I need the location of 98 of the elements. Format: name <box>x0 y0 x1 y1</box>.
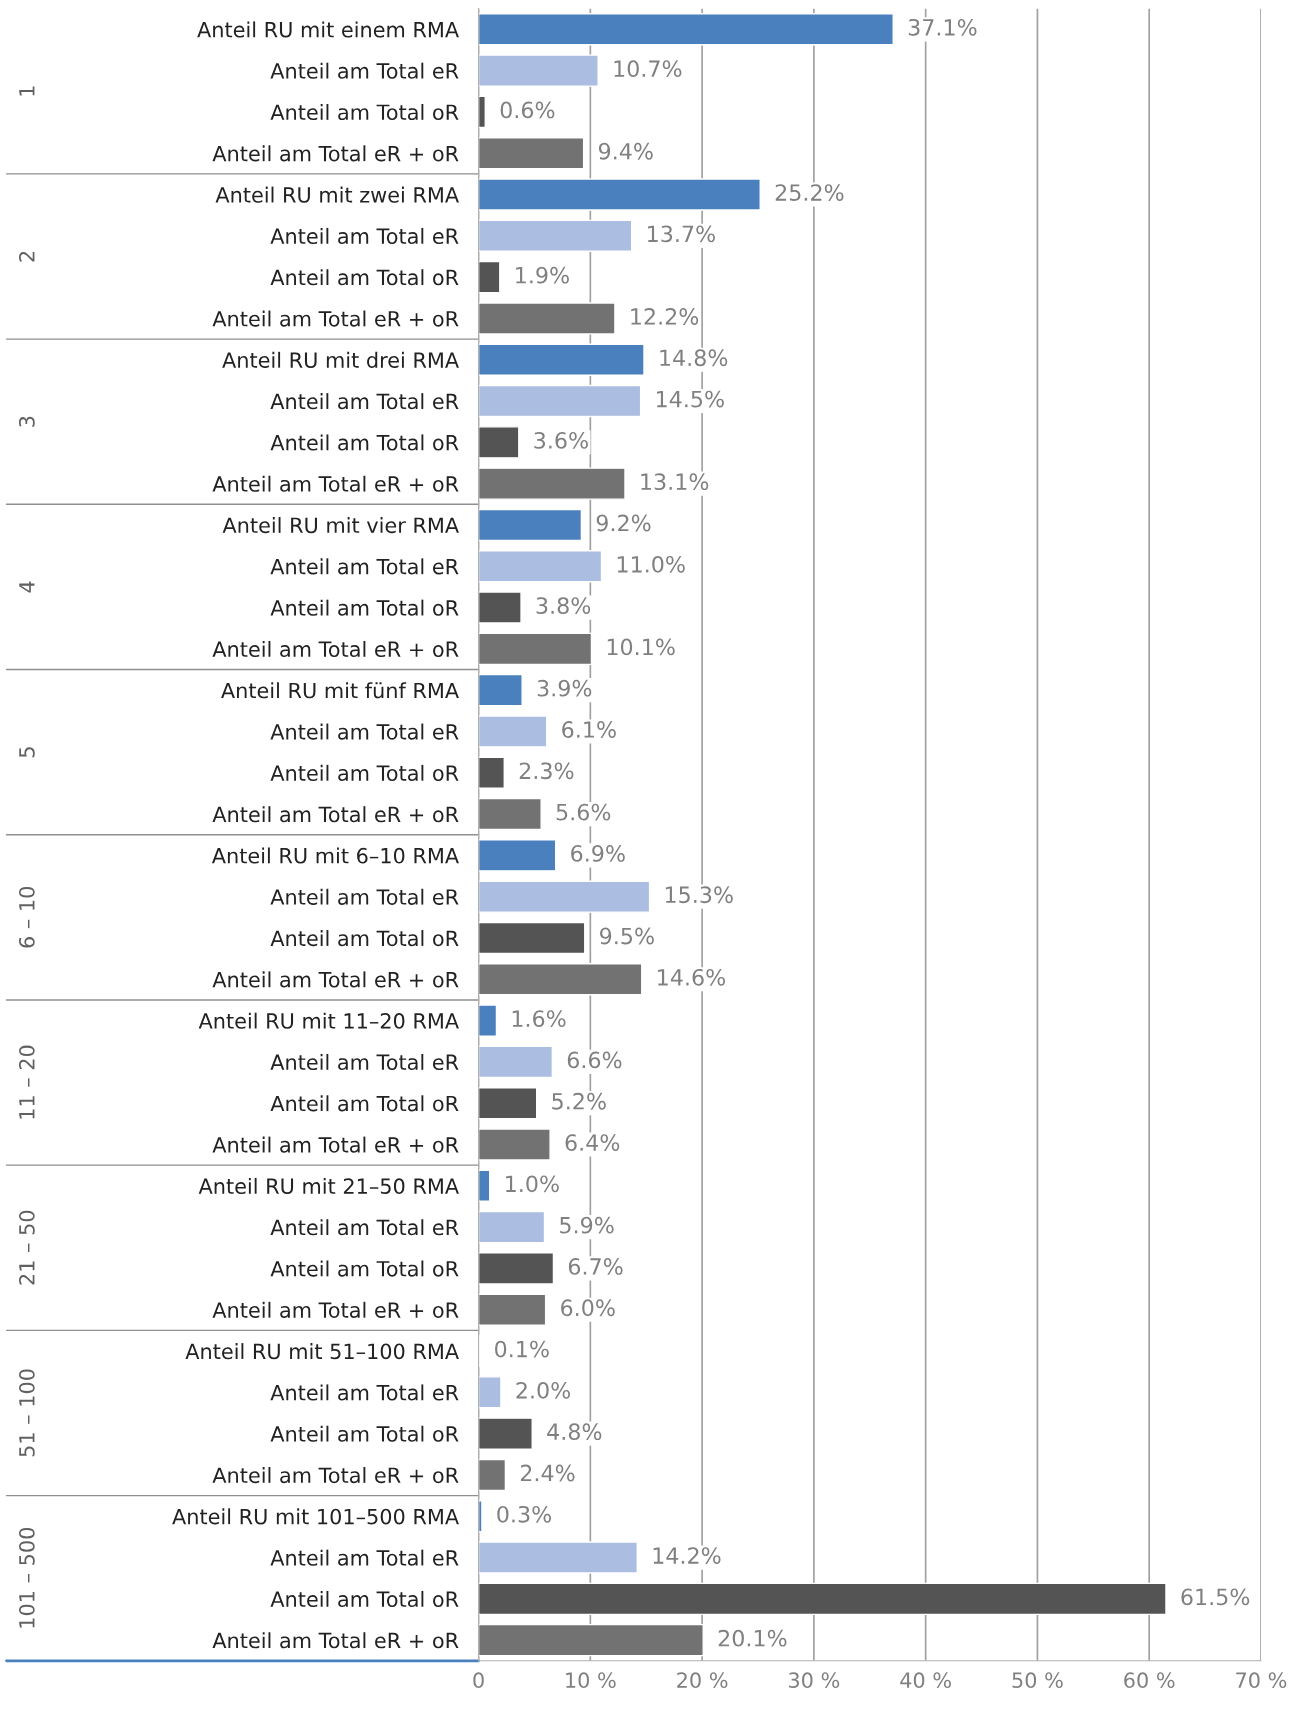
y-tick-label: Anteil am Total eR <box>270 558 459 575</box>
text: 21 – 50 <box>18 1210 35 1285</box>
text: 4 <box>19 581 35 593</box>
y-tick-label: Anteil am Total eR + oR <box>212 971 459 988</box>
y-tick-label: Anteil RU mit zwei RMA <box>215 186 459 203</box>
text: 1 <box>19 86 35 96</box>
data-label: 3.9% <box>537 679 592 697</box>
y-tick-label: Anteil am Total eR <box>270 1219 459 1236</box>
data-label: 13.1% <box>641 473 709 491</box>
data-label: 10.1% <box>607 638 675 656</box>
x-tick-label: 40 % <box>900 1672 951 1689</box>
data-label: 14.2% <box>653 1547 721 1564</box>
y-tick-label: Anteil am Total oR <box>270 1260 459 1277</box>
y-tick-label: Anteil RU mit 11–20 RMA <box>198 1012 459 1029</box>
data-label: 9.4% <box>598 142 653 160</box>
y-tick-label: Anteil am Total oR <box>270 1590 459 1608</box>
data-label: 3.6% <box>534 431 588 449</box>
data-label: 5.6% <box>556 803 611 821</box>
data-label: 15.3% <box>665 886 733 904</box>
text: 3 <box>18 416 35 427</box>
y-tick-label: Anteil am Total eR <box>270 1053 459 1071</box>
data-label: 37.1% <box>908 18 977 36</box>
y-tick-label: Anteil am Total eR <box>270 393 459 410</box>
y-tick-label: Anteil am Total eR <box>270 62 459 79</box>
data-label: 6.0% <box>561 1299 615 1317</box>
data-label: 25.2% <box>775 184 844 201</box>
data-label: 14.6% <box>658 968 726 986</box>
y-tick-label: Anteil RU mit vier RMA <box>222 517 459 534</box>
data-label: 14.5% <box>656 390 724 408</box>
y-tick-label: Anteil am Total oR <box>270 103 459 121</box>
y-tick-label: Anteil RU mit einem RMA <box>197 21 459 38</box>
y-tick-label: Anteil RU mit fünf RMA <box>221 682 459 699</box>
y-tick-label: Anteil am Total eR + oR <box>212 310 459 327</box>
data-label: 3.8% <box>536 597 591 614</box>
data-label: 9.2% <box>596 514 651 532</box>
y-tick-label: Anteil am Total oR <box>270 764 459 781</box>
x-tick-label: 10 % <box>566 1672 616 1689</box>
data-label: 13.7% <box>648 225 715 243</box>
text: 2 <box>18 251 35 262</box>
y-tick-label: Anteil am Total eR + oR <box>212 145 459 162</box>
y-tick-label: Anteil am Total eR + oR <box>212 640 459 658</box>
y-tick-label: Anteil am Total eR <box>270 227 459 245</box>
data-label: 10.7% <box>614 60 682 78</box>
y-tick-label: Anteil RU mit 51–100 RMA <box>185 1343 459 1360</box>
data-label: 1.6% <box>512 1010 566 1028</box>
data-label: 0.3% <box>497 1505 552 1523</box>
y-tick-label: Anteil am Total oR <box>270 1425 459 1442</box>
data-label: 6.1% <box>562 721 616 738</box>
data-label: 5.9% <box>560 1216 614 1234</box>
y-tick-label: Anteil am Total eR + oR <box>212 475 459 492</box>
text: 6 – 10 <box>18 887 35 948</box>
data-label: 0.1% <box>495 1340 549 1358</box>
x-tick-label: 0 <box>473 1672 484 1689</box>
data-label: 11.0% <box>617 555 685 573</box>
y-tick-label: Anteil am Total eR <box>270 888 459 905</box>
y-tick-label: Anteil am Total eR + oR <box>212 1136 459 1153</box>
data-label: 1.9% <box>516 266 569 284</box>
data-label: 2.3% <box>519 762 574 780</box>
data-label: 61.5% <box>1181 1588 1250 1606</box>
y-tick-label: Anteil am Total eR + oR <box>212 1301 459 1318</box>
y-tick-label: Anteil am Total eR <box>270 1384 459 1401</box>
text: 5 <box>19 747 35 758</box>
data-label: 6.6% <box>567 1051 622 1069</box>
y-tick-label: Anteil am Total oR <box>270 1095 459 1112</box>
y-tick-label: Anteil am Total oR <box>270 434 459 451</box>
data-label: 0.6% <box>500 101 555 119</box>
x-tick-label: 30 % <box>789 1672 840 1689</box>
y-tick-label: Anteil am Total eR + oR <box>212 1632 459 1649</box>
y-tick-label: Anteil am Total eR + oR <box>212 1467 459 1484</box>
data-label: 20.1% <box>718 1629 787 1647</box>
text: 101 – 500 <box>18 1527 35 1628</box>
y-tick-label: Anteil RU mit 6–10 RMA <box>211 847 459 864</box>
y-tick-label: Anteil RU mit drei RMA <box>222 351 459 368</box>
text: 51 – 100 <box>18 1369 35 1457</box>
data-label: 5.2% <box>552 1092 606 1110</box>
y-tick-label: Anteil RU mit 21–50 RMA <box>198 1177 459 1195</box>
y-tick-label: Anteil am Total oR <box>270 599 459 616</box>
y-tick-label: Anteil am Total eR <box>270 1549 459 1566</box>
data-label: 4.8% <box>547 1423 602 1441</box>
data-label: 14.8% <box>660 349 728 367</box>
y-tick-label: Anteil RU mit 101–500 RMA <box>172 1508 459 1525</box>
x-tick-label: 70 % <box>1236 1672 1287 1689</box>
x-tick-label: 60 % <box>1124 1672 1175 1689</box>
data-label: 6.4% <box>565 1134 620 1151</box>
data-label: 1.0% <box>506 1175 559 1193</box>
x-tick-label: 20 % <box>677 1672 728 1689</box>
data-label: 9.5% <box>600 927 654 945</box>
text: 11 – 20 <box>18 1045 35 1119</box>
data-label: 2.0% <box>516 1381 571 1399</box>
y-tick-label: Anteil am Total oR <box>270 269 459 286</box>
y-tick-label: Anteil am Total oR <box>270 930 459 947</box>
y-tick-label: Anteil am Total eR + oR <box>212 806 459 823</box>
x-tick-label: 50 % <box>1012 1672 1063 1689</box>
y-tick-label: Anteil am Total eR <box>270 723 459 740</box>
data-label: 6.7% <box>568 1258 623 1275</box>
data-label: 6.9% <box>571 845 625 862</box>
data-label: 12.2% <box>631 308 699 325</box>
data-label: 2.4% <box>520 1464 575 1482</box>
